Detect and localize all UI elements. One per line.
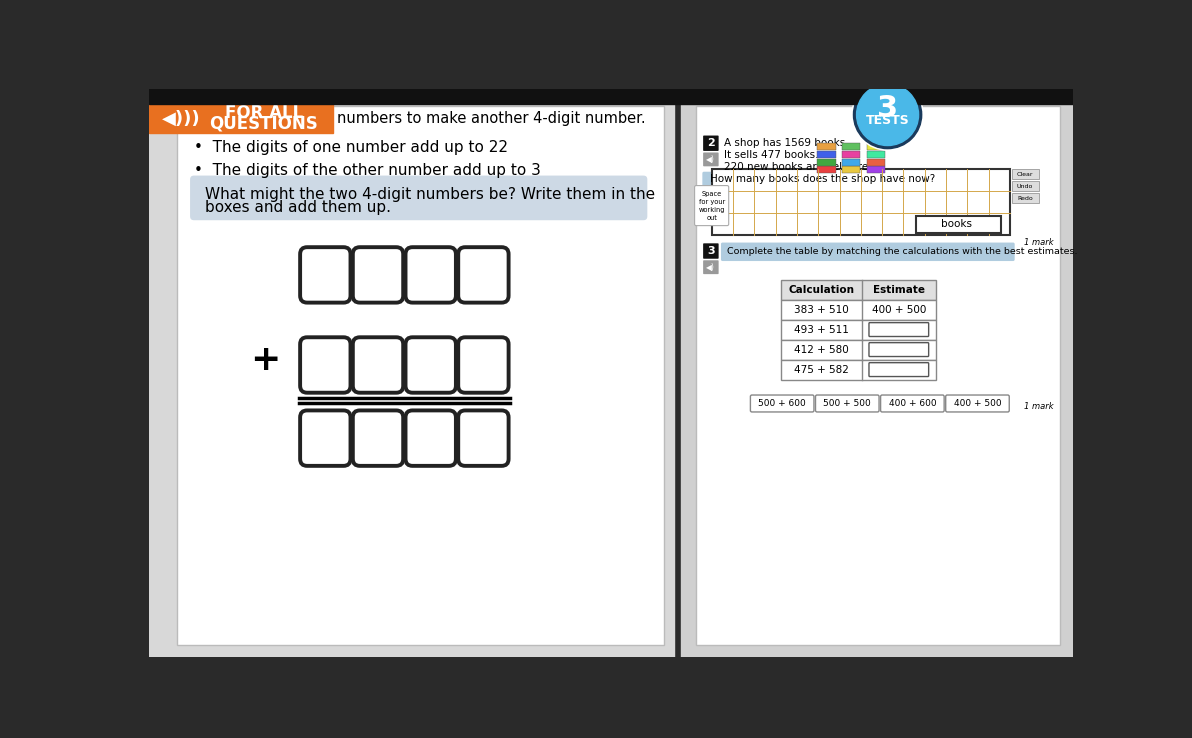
Circle shape <box>852 79 924 150</box>
Text: 400 + 500: 400 + 500 <box>871 305 926 314</box>
FancyBboxPatch shape <box>721 243 1014 261</box>
Bar <box>149 104 675 657</box>
Text: A shop has 1569 books.: A shop has 1569 books. <box>724 138 849 148</box>
Text: What might the two 4-digit numbers be? Write them in the: What might the two 4-digit numbers be? W… <box>205 187 654 202</box>
Text: Redo: Redo <box>1017 196 1032 201</box>
FancyBboxPatch shape <box>405 410 455 466</box>
Bar <box>867 166 886 173</box>
Text: 383 + 510: 383 + 510 <box>794 305 849 314</box>
Text: 500 + 500: 500 + 500 <box>824 399 871 408</box>
Bar <box>781 339 936 359</box>
Text: 400 + 600: 400 + 600 <box>888 399 936 408</box>
FancyBboxPatch shape <box>751 395 814 412</box>
Text: Complete the table by matching the calculations with the best estimates.: Complete the table by matching the calcu… <box>727 247 1078 256</box>
Text: How many books does the shop have now?: How many books does the shop have now? <box>710 174 936 184</box>
Bar <box>149 89 1073 104</box>
Bar <box>842 143 861 150</box>
Text: 475 + 582: 475 + 582 <box>794 365 849 375</box>
Bar <box>817 166 836 173</box>
FancyBboxPatch shape <box>300 337 350 393</box>
Bar <box>781 280 936 300</box>
FancyBboxPatch shape <box>703 244 719 259</box>
Text: +: + <box>250 343 280 377</box>
FancyBboxPatch shape <box>703 136 719 151</box>
Text: FOR ALL: FOR ALL <box>224 104 303 123</box>
Text: Estimate: Estimate <box>873 285 925 294</box>
Bar <box>781 300 936 320</box>
Bar <box>696 106 1061 645</box>
Text: It sells 477 books.: It sells 477 books. <box>724 150 819 160</box>
FancyBboxPatch shape <box>190 176 647 220</box>
Text: 400 + 500: 400 + 500 <box>954 399 1001 408</box>
Bar <box>842 151 861 158</box>
Text: 3: 3 <box>707 246 715 256</box>
FancyBboxPatch shape <box>353 337 403 393</box>
Bar <box>867 159 886 165</box>
Circle shape <box>853 81 921 148</box>
Bar <box>917 215 1001 232</box>
Text: 1 mark: 1 mark <box>1024 402 1054 411</box>
FancyBboxPatch shape <box>353 247 403 303</box>
Text: ◀))): ◀))) <box>162 109 201 128</box>
Bar <box>817 143 836 150</box>
Text: •  The digits of one number add up to 22: • The digits of one number add up to 22 <box>194 139 508 154</box>
Bar <box>781 359 936 379</box>
Bar <box>1012 193 1038 203</box>
Bar <box>867 143 886 150</box>
Text: Clear: Clear <box>1017 171 1033 176</box>
FancyBboxPatch shape <box>703 153 719 166</box>
Text: ◀): ◀) <box>707 263 715 272</box>
Bar <box>149 104 334 134</box>
Text: numbers to make another 4-digit number.: numbers to make another 4-digit number. <box>336 111 645 126</box>
Bar <box>176 106 664 645</box>
FancyBboxPatch shape <box>353 410 403 466</box>
FancyBboxPatch shape <box>815 395 879 412</box>
Text: 220 new books are delivered.: 220 new books are delivered. <box>724 162 879 172</box>
Circle shape <box>857 84 919 145</box>
Bar <box>681 104 1073 657</box>
Text: books: books <box>940 219 971 229</box>
FancyBboxPatch shape <box>869 323 929 337</box>
Bar <box>817 151 836 158</box>
Text: Calculation: Calculation <box>788 285 855 294</box>
Bar <box>867 151 886 158</box>
FancyBboxPatch shape <box>869 362 929 376</box>
Text: 412 + 580: 412 + 580 <box>794 345 849 354</box>
Bar <box>781 320 936 339</box>
Text: TESTS: TESTS <box>865 114 909 128</box>
FancyBboxPatch shape <box>458 337 509 393</box>
Text: 1 mark: 1 mark <box>1024 238 1054 247</box>
Text: •  The digits of the other number add up to 3: • The digits of the other number add up … <box>194 162 541 178</box>
FancyBboxPatch shape <box>458 247 509 303</box>
FancyBboxPatch shape <box>869 342 929 356</box>
Bar <box>842 159 861 165</box>
FancyBboxPatch shape <box>458 410 509 466</box>
FancyBboxPatch shape <box>695 185 728 226</box>
Bar <box>1012 169 1038 179</box>
FancyBboxPatch shape <box>881 395 944 412</box>
FancyBboxPatch shape <box>405 337 455 393</box>
Text: Undo: Undo <box>1017 184 1033 189</box>
FancyBboxPatch shape <box>945 395 1010 412</box>
FancyBboxPatch shape <box>300 247 350 303</box>
Text: boxes and add them up.: boxes and add them up. <box>205 201 391 215</box>
Text: ◀): ◀) <box>707 155 715 164</box>
Text: QUESTIONS: QUESTIONS <box>210 115 318 133</box>
Bar <box>817 159 836 165</box>
Text: 500 + 600: 500 + 600 <box>758 399 806 408</box>
FancyBboxPatch shape <box>405 247 455 303</box>
Text: 2: 2 <box>707 138 715 148</box>
Text: Space
for your
working
out: Space for your working out <box>699 190 725 221</box>
Bar <box>1012 181 1038 191</box>
Text: 493 + 511: 493 + 511 <box>794 325 849 334</box>
FancyBboxPatch shape <box>702 172 985 187</box>
FancyBboxPatch shape <box>300 410 350 466</box>
FancyBboxPatch shape <box>703 261 719 274</box>
Bar <box>712 170 1010 235</box>
Text: 3: 3 <box>877 94 898 123</box>
Bar <box>842 166 861 173</box>
